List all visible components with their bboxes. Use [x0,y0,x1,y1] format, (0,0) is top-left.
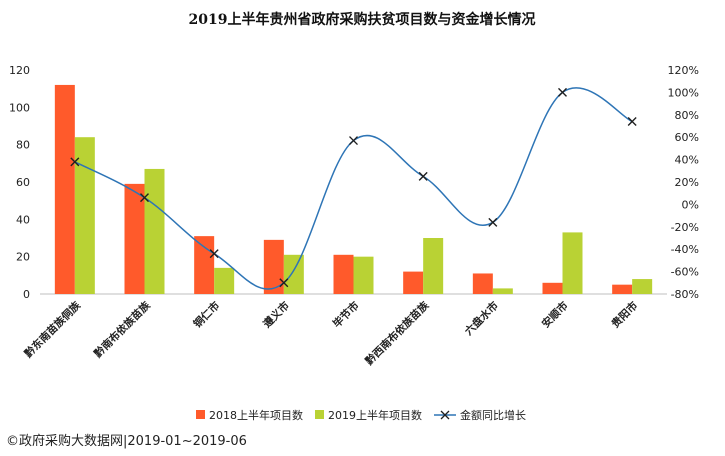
growth-marker-8 [558,87,567,97]
y-left-tick-label: 0 [23,288,30,301]
legend-label-1: 2018上半年项目数 [209,408,303,422]
y-right-tick-label: -40% [671,243,699,256]
y-right-tick-label: 80% [675,109,699,122]
bar-series1-2 [124,183,145,294]
growth-marker-5 [349,136,358,146]
bar-series1-3 [194,236,215,294]
growth-marker-6 [418,171,428,181]
x-tick-label: 黔南布依族苗族 [91,299,153,361]
y-right-tick-label: -20% [671,221,699,234]
y-left-tick-label: 120 [9,64,30,77]
y-right-tick-label: 20% [675,176,699,189]
x-tick-label: 六盘水市 [462,299,501,338]
bar-series2-5 [353,256,374,294]
bar-series2-7 [492,288,513,294]
growth-marker-4 [279,278,289,288]
y-right-tick-label: 40% [675,154,699,167]
y-left-tick-label: 40 [16,213,30,226]
y-right-tick-label: 100% [668,86,699,99]
x-tick-label: 黔西南布依族苗族 [363,299,432,368]
x-tick-label: 遵义市 [260,299,292,331]
bar-series1-8 [542,282,563,294]
bar-series2-1 [74,137,95,294]
bar-series1-1 [54,84,75,294]
legend-marker-icon [440,410,450,420]
bar-series2-2 [144,168,165,294]
bar-series2-3 [214,267,235,294]
y-right-tick-label: 120% [668,64,699,77]
growth-marker-9 [627,117,637,127]
growth-marker-7 [488,217,498,227]
growth-marker-2 [140,193,149,203]
bar-series2-4 [283,254,304,294]
legend-swatch-1 [196,410,205,419]
x-tick-label: 贵阳市 [609,299,641,331]
chart-title: 2019上半年贵州省政府采购扶贫项目数与资金增长情况 [189,11,536,28]
bar-series1-4 [263,239,284,294]
y-left-tick-label: 20 [16,251,30,264]
y-right-tick-label: -80% [671,288,699,301]
y-right-tick-label: -60% [671,266,699,279]
legend-swatch-2 [315,410,324,419]
x-tick-label: 黔东南苗族侗族 [22,299,84,361]
x-tick-label: 安顺市 [539,299,571,331]
growth-marker-3 [209,249,219,259]
growth-marker-1 [70,157,80,167]
bar-series1-9 [612,284,633,294]
bar-series2-8 [562,232,583,294]
source-note: ©政府采购大数据网|2019-01~2019-06 [6,434,247,449]
y-right-tick-label: 60% [675,131,699,144]
y-left-tick-label: 100 [9,101,30,114]
bar-series2-9 [632,279,653,294]
bar-series2-6 [423,238,444,294]
y-left-tick-label: 80 [16,139,30,152]
y-right-tick-label: 0% [682,198,699,211]
bar-series1-7 [472,273,493,294]
bar-series1-6 [403,271,424,294]
legend-label-3: 金额同比增长 [460,408,526,422]
legend-label-2: 2019上半年项目数 [328,408,422,422]
legend: 2018上半年项目数 2019上半年项目数 金额同比增长 [196,408,526,422]
y-left-tick-label: 60 [16,176,30,189]
plot-area: 0 20 40 60 80 100 120 -80% -60% -40% -20% 0% 20% 40% 6… [9,64,699,368]
bar-series1-5 [333,254,354,294]
x-tick-label: 铜仁市 [191,299,223,331]
x-tick-label: 毕节市 [330,299,362,331]
